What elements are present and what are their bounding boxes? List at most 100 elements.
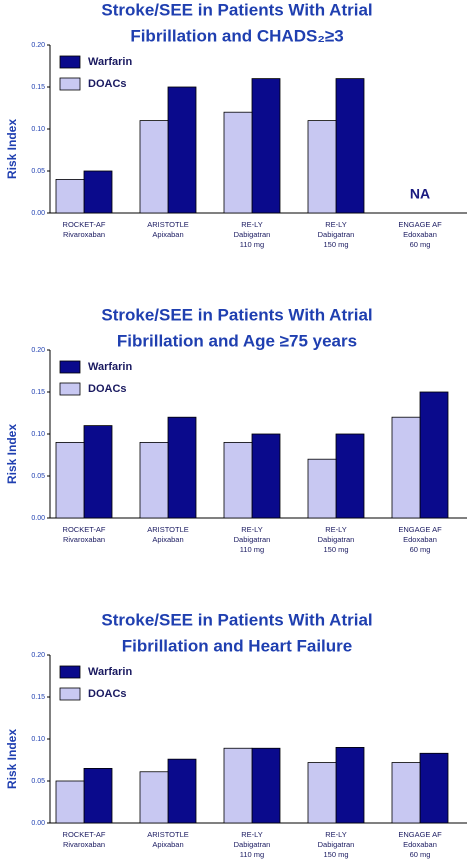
x-tick-label: ROCKET-AF Rivaroxaban [63, 525, 106, 544]
bar [139, 120, 169, 214]
chart-title: Fibrillation and CHADS₂≥3 [130, 26, 343, 45]
chart-title: Stroke/SEE in Patients With Atrial [101, 305, 372, 324]
bar [167, 416, 197, 519]
x-tick-label-line: 150 mg [323, 850, 348, 859]
chart-title: Stroke/SEE in Patients With Atrial [101, 0, 372, 19]
x-tick-label-line: 110 mg [240, 240, 264, 249]
bar [139, 441, 169, 519]
bar [167, 758, 197, 824]
chart-title: Fibrillation and Heart Failure [122, 636, 352, 655]
x-tick-label-line: RE-LY [325, 220, 347, 229]
x-tick-label-line: RE-LY [241, 525, 263, 534]
x-tick-label: RE-LY Dabigatran 110 mg [234, 830, 271, 859]
x-tick-label-line: Dabigatran [234, 840, 271, 849]
legend-swatch [59, 382, 81, 396]
x-tick-label: ROCKET-AF Rivaroxaban [63, 220, 106, 239]
x-tick-label-line: 110 mg [240, 850, 264, 859]
y-tick-label: 0.20 [31, 42, 45, 49]
chart-title: Stroke/SEE in Patients With Atrial [101, 610, 372, 629]
x-tick-label-line: 150 mg [323, 545, 348, 554]
x-tick-label-line: RE-LY [241, 830, 263, 839]
legend-label: Warfarin [88, 666, 132, 678]
x-tick-label-line: ARISTOTLE [147, 220, 189, 229]
legend-swatch [59, 77, 81, 91]
legend-swatch [59, 665, 81, 679]
x-tick-label-line: Dabigatran [234, 535, 271, 544]
bar [83, 170, 113, 214]
x-tick-label-line: 110 mg [240, 545, 264, 554]
y-axis-title: Risk Index [5, 119, 19, 179]
bar [167, 86, 197, 214]
x-tick-label: ENGAGE AF Edoxaban 60 mg [398, 525, 442, 554]
x-tick-label: RE-LY Dabigatran 150 mg [318, 220, 355, 249]
y-axis-title: Risk Index [5, 729, 19, 789]
x-tick-label: RE-LY Dabigatran 110 mg [234, 220, 271, 249]
x-tick-label: ARISTOTLE Apixaban [147, 220, 189, 239]
x-tick-label-line: Edoxaban [403, 535, 437, 544]
bar [335, 433, 365, 519]
bar [307, 458, 337, 519]
x-tick-label: RE-LY Dabigatran 150 mg [318, 525, 355, 554]
x-tick-label-line: Apixaban [152, 535, 183, 544]
bar [55, 178, 85, 214]
y-tick-label: 0.05 [31, 473, 45, 480]
legend-label: DOACs [88, 688, 127, 700]
x-tick-label-line: RE-LY [241, 220, 263, 229]
x-tick-label-line: Edoxaban [403, 230, 437, 239]
legend-swatch [59, 55, 81, 69]
x-tick-label: ARISTOTLE Apixaban [147, 525, 189, 544]
y-tick-label: 0.05 [31, 168, 45, 175]
bar [307, 762, 337, 824]
bar [223, 111, 253, 214]
x-tick-label-line: ENGAGE AF [398, 220, 442, 229]
x-tick-label-line: Rivaroxaban [63, 230, 105, 239]
bar [83, 768, 113, 824]
bar [419, 391, 449, 519]
y-tick-label: 0.10 [31, 431, 45, 438]
bar [223, 747, 253, 824]
na-label: NA [410, 186, 430, 202]
x-tick-label-line: Edoxaban [403, 840, 437, 849]
y-tick-label: 0.15 [31, 84, 45, 91]
x-tick-label: RE-LY Dabigatran 110 mg [234, 525, 271, 554]
y-tick-label: 0.20 [31, 347, 45, 354]
x-tick-label-line: Apixaban [152, 230, 183, 239]
y-axis-title: Risk Index [5, 424, 19, 484]
bar [391, 762, 421, 824]
y-tick-label: 0.15 [31, 694, 45, 701]
y-tick-label: 0.00 [31, 820, 45, 827]
bar [335, 747, 365, 824]
x-tick-label-line: Dabigatran [234, 230, 271, 239]
x-tick-label-line: ROCKET-AF [63, 525, 106, 534]
x-tick-label: ENGAGE AF Edoxaban 60 mg [398, 220, 442, 249]
legend-swatch [59, 687, 81, 701]
bar [83, 425, 113, 519]
y-tick-label: 0.05 [31, 778, 45, 785]
x-tick-label: RE-LY Dabigatran 150 mg [318, 830, 355, 859]
chart-title: Fibrillation and Age ≥75 years [117, 331, 357, 350]
y-tick-label: 0.10 [31, 736, 45, 743]
y-tick-label: 0.20 [31, 652, 45, 659]
bar [139, 771, 169, 824]
x-tick-label-line: 150 mg [323, 240, 348, 249]
legend-label: Warfarin [88, 361, 132, 373]
bar [391, 416, 421, 519]
legend-swatch [59, 360, 81, 374]
legend-label: Warfarin [88, 56, 132, 68]
bar [251, 747, 281, 824]
x-tick-label-line: RE-LY [325, 525, 347, 534]
y-tick-label: 0.15 [31, 389, 45, 396]
x-tick-label-line: 60 mg [410, 850, 431, 859]
x-tick-label-line: ROCKET-AF [63, 220, 106, 229]
x-tick-label-line: 60 mg [410, 240, 431, 249]
bar [251, 78, 281, 214]
x-tick-label-line: ARISTOTLE [147, 525, 189, 534]
bar [55, 780, 85, 824]
x-tick-label-line: RE-LY [325, 830, 347, 839]
x-tick-label-line: Apixaban [152, 840, 183, 849]
legend-label: DOACs [88, 78, 127, 90]
x-tick-label-line: Rivaroxaban [63, 840, 105, 849]
x-tick-label-line: Rivaroxaban [63, 535, 105, 544]
x-tick-label: ARISTOTLE Apixaban [147, 830, 189, 849]
x-tick-label-line: ROCKET-AF [63, 830, 106, 839]
